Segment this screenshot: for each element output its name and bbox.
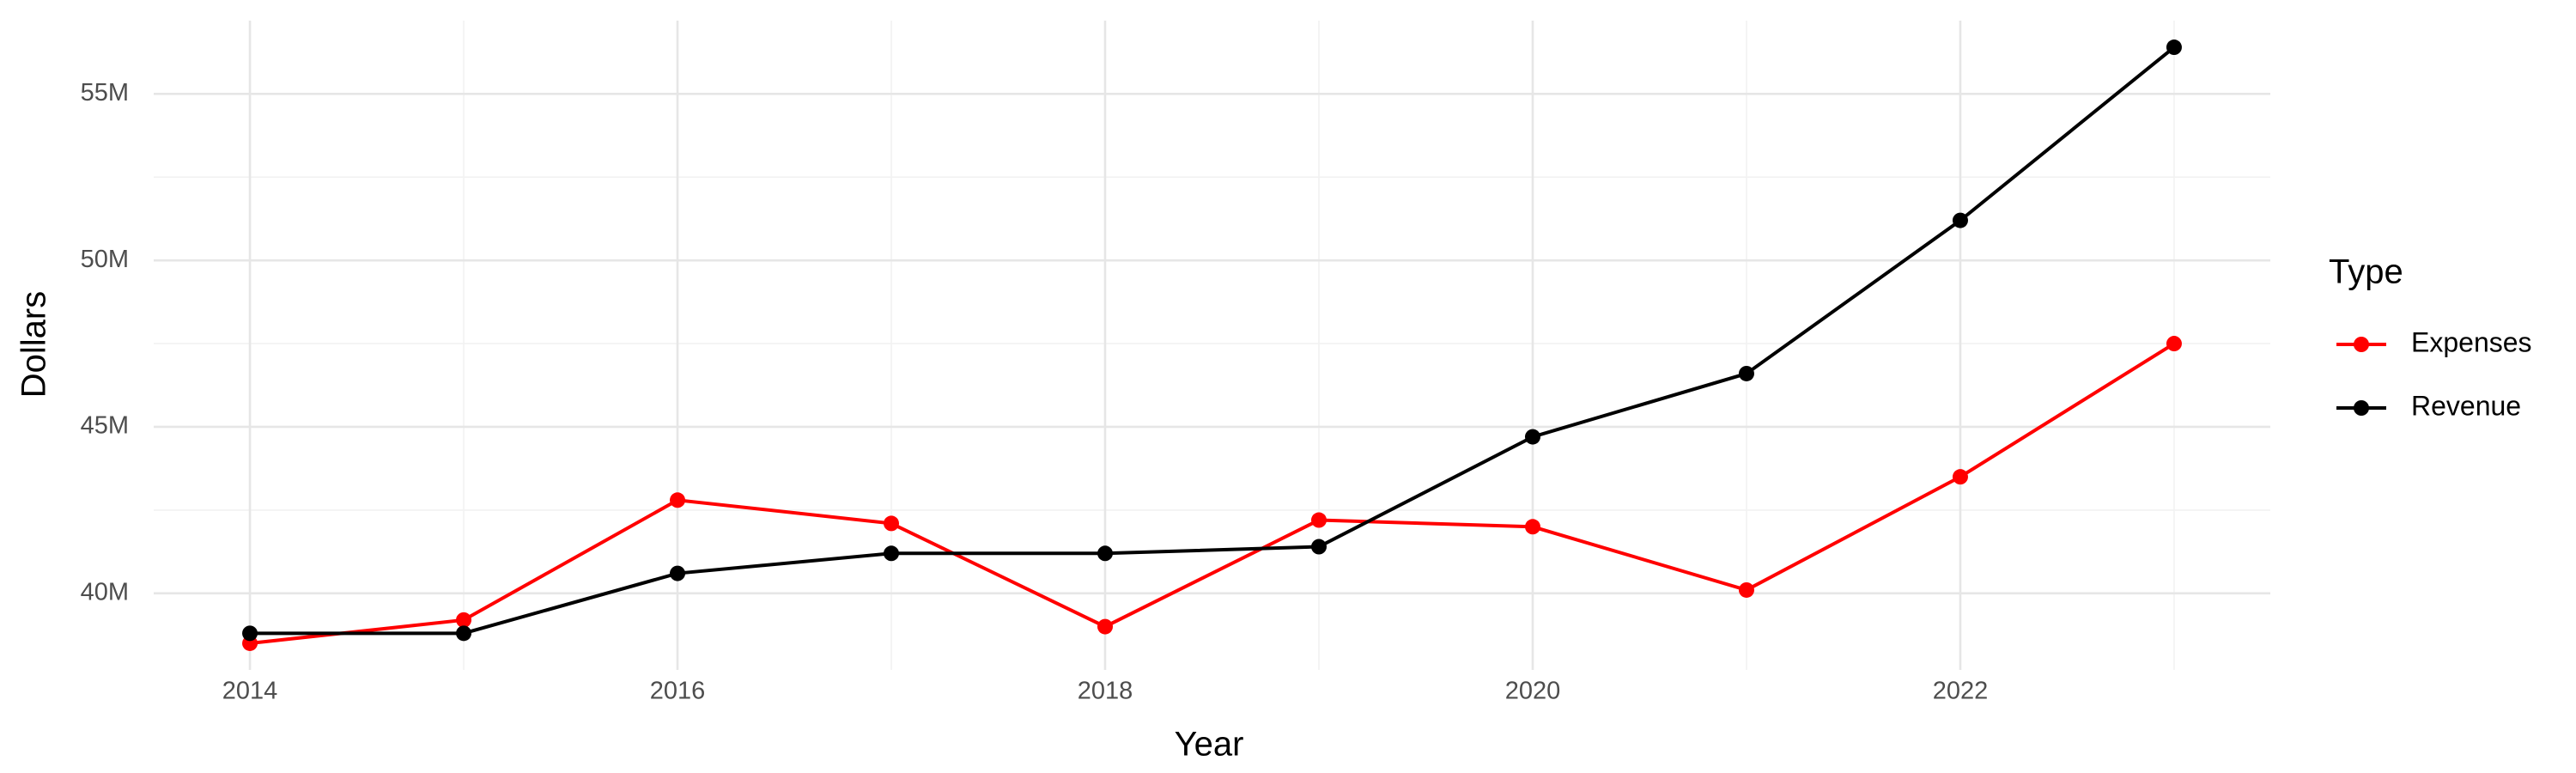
data-point	[884, 545, 900, 562]
y-tick-label: 45M	[81, 412, 129, 440]
series-line	[249, 342, 2176, 645]
x-tick-label: 2020	[1505, 678, 1561, 705]
data-point	[1524, 429, 1540, 445]
x-tick-label: 2014	[222, 678, 278, 705]
grid	[154, 21, 2270, 670]
legend-point	[2354, 400, 2369, 416]
data-point	[1097, 618, 1114, 635]
data-point	[1738, 365, 1754, 381]
data-point	[1524, 519, 1540, 535]
data-point	[1310, 539, 1327, 555]
data-point	[884, 515, 900, 532]
x-axis-title: Year	[1175, 726, 1244, 764]
series-line	[250, 46, 2176, 636]
x-tick-label: 2022	[1933, 678, 1989, 705]
y-tick-label: 40M	[81, 578, 129, 606]
data-point	[2166, 40, 2182, 56]
data-point	[1310, 512, 1327, 528]
x-tick-label: 2018	[1078, 678, 1133, 705]
data-point	[456, 625, 472, 642]
data-point	[1952, 212, 1968, 228]
y-tick-label: 50M	[81, 246, 129, 273]
data-point	[242, 625, 258, 642]
x-tick-label: 2016	[650, 678, 706, 705]
legend-point	[2354, 337, 2369, 352]
data-point	[1738, 581, 1754, 598]
data-point	[1952, 469, 1968, 485]
legend-label: Revenue	[2411, 390, 2521, 421]
y-axis-title: Dollars	[15, 291, 53, 398]
data-point	[670, 565, 686, 581]
y-tick-label: 55M	[81, 79, 129, 107]
plot-area	[242, 40, 2182, 651]
legend-title: Type	[2329, 253, 2403, 291]
legend: Expenses Revenue	[2336, 326, 2532, 421]
legend-label: Expenses	[2411, 326, 2532, 357]
data-point	[1097, 545, 1114, 562]
data-point	[456, 612, 472, 628]
data-point	[2166, 336, 2182, 352]
data-point	[670, 492, 686, 508]
